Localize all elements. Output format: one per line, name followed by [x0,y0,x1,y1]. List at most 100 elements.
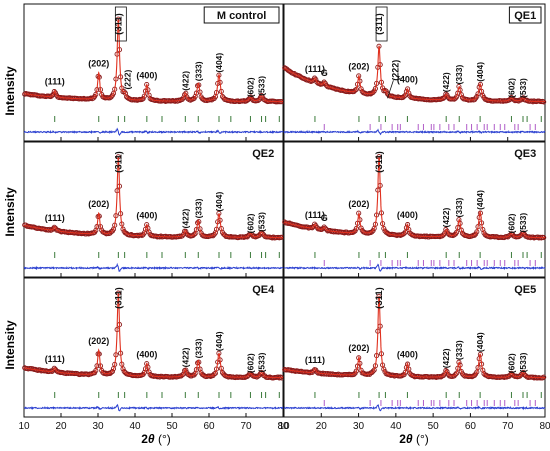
panel-1-observed-point [93,91,99,97]
panel-6-observed-point [353,368,359,374]
panel-1-calculated-line [23,18,283,103]
panel-3-observed-point [180,231,186,238]
panel-1-observed-point [180,95,186,101]
panel-6-calculated-line [283,295,545,379]
panel-4-peak-label: (602) [506,213,516,233]
x-axis-label-left-theta: θ [148,432,155,446]
panel-1-observed-point [51,89,57,95]
panel-5-peak-label: (404) [214,331,224,351]
panel-6-xtick-label-40: 40 [390,421,402,432]
panel-5-xtick-label-70: 70 [240,421,252,432]
panel-2-observed-point [352,87,358,93]
panel-3-observed-point [120,226,126,232]
panel-2-calculated-line [283,45,545,103]
panel-1-observed-point [140,96,146,102]
panel-5-peak-label: (400) [136,349,157,359]
panel-2-observed-point [401,93,407,99]
panel-1-peak-label: (202) [88,59,109,69]
panel-3-observed-point [183,228,189,234]
panel-4-observed-point [401,230,407,237]
panel-6-observed-point [454,370,460,376]
panel-3-observed-point [191,231,197,237]
panel-6-peak-label: (533) [518,352,528,372]
panel-6-peak-label: (333) [454,340,464,360]
panel-5-xtick-label-20: 20 [55,421,67,432]
panel-2-peak-label: (533) [518,78,528,98]
panel-1-peak-label: (602) [245,77,255,97]
panel-5-title: QE4 [252,284,275,296]
panel-1-frame [23,3,284,142]
x-axis-label-right-prefix: 2 [399,432,406,446]
panel-6-peak-label: (202) [348,343,369,353]
panel-3-title: QE2 [252,148,274,160]
panel-1-title-box [203,6,280,24]
panel-3-peak-label: (533) [257,212,267,232]
panel-4-observed-point [474,229,480,235]
panel-6-xtick-label-20: 20 [316,421,328,432]
panel-6-observed-point [405,361,411,367]
panel-4-peak-label: (111) [305,210,325,220]
panel-2-observed-point [321,79,327,85]
panel-4-title: QE3 [514,148,536,160]
panel-5-observed-point [150,373,156,379]
panel-4-peak-label: (311) [374,151,385,173]
panel-1-peak-label: (111) [45,77,65,87]
panel-2-bragg-row-2 [323,124,536,130]
x-axis-label-right: 2θ (°) [399,432,429,446]
panel-6-observed-point [474,369,480,375]
panel-3-calculated-line [23,156,283,239]
panel-1-observed-point [49,93,55,99]
panel-5-peak-label: (422) [180,347,190,367]
panel-1-peak-label: (533) [257,76,267,96]
panel-6-observed-point [370,368,376,374]
panel-6-xtick-label-50: 50 [428,421,440,432]
panel-6-observed-point [381,366,387,372]
x-axis-label-left: 2θ (°) [141,432,171,446]
panel-6-peak-label: (602) [506,353,516,373]
panel-2-peak-label: (404) [475,62,485,82]
panel-4-peak-label: (404) [475,190,485,210]
panel-1-peak-label: (222) [123,70,133,90]
panel-grid: M control(111)(202)(311)(222) (400) (422)(… [18,3,550,432]
panel-3-peak-label: (400) [136,211,157,221]
panel-2-title-box [508,6,542,24]
panel-6-peak-label: (311) [374,287,385,309]
panel-1-peak-label: (333) [193,61,203,81]
x-axis-label-left-unit: (°) [155,432,171,446]
panel-2-peak-label: (202) [348,62,369,72]
panel-5: 10 20 30 40 50 60 70 80 QE4 (111) (202) (311) (400) (… [18,277,289,432]
panel-2-peak-label: G [321,68,328,78]
panel-3-peak-label: (311) [113,151,124,173]
panel-2-observed-point [474,94,480,100]
panel-4-peak-label: (533) [518,213,528,233]
panel-5-xtick-label-50: 50 [166,421,178,432]
panel-5-xtick-label-80: 80 [277,421,289,432]
panel-5-peak-label: (311) [113,287,124,309]
panel-5-observed-point [146,369,152,375]
panel-4-observed-point [381,225,387,232]
panel-4-peak-label: G [321,213,328,223]
x-axis-label-left-prefix: 2 [141,432,148,446]
panel-6-peak-label: (400) [397,349,418,359]
panel-5-difference-line [23,403,284,412]
panel-4-observed-point [369,229,375,235]
y-axis-label-middle: Intensity [3,187,17,237]
panel-6-difference-line [283,404,546,412]
panel-6-observed-point [452,371,458,378]
panel-2-peak-label: (602) [506,78,516,98]
panel-2-peak-label: (400) [397,75,418,85]
panel-2-peak-label: (222) [390,60,400,81]
panel-3-peak-label: (602) [245,213,255,233]
panel-2-observed-point [383,88,389,94]
panel-2-title: QE1 [514,10,536,22]
panel-3-peak-label: (333) [193,198,203,218]
panel-2-observed-point [312,75,318,81]
panel-4-bragg-row-1 [314,252,542,258]
panel-3-bragg-row-1 [54,252,280,258]
panel-3-peak-label: (422) [180,208,190,228]
panel-6-bragg-row-2 [323,400,536,406]
panel-6: 10 20 30 40 50 60 70 80 QE5 (111) (202) (311) (400) (… [278,277,550,432]
panel-5-calculated-line [24,292,283,379]
panel-4-calculated-line [283,156,545,239]
